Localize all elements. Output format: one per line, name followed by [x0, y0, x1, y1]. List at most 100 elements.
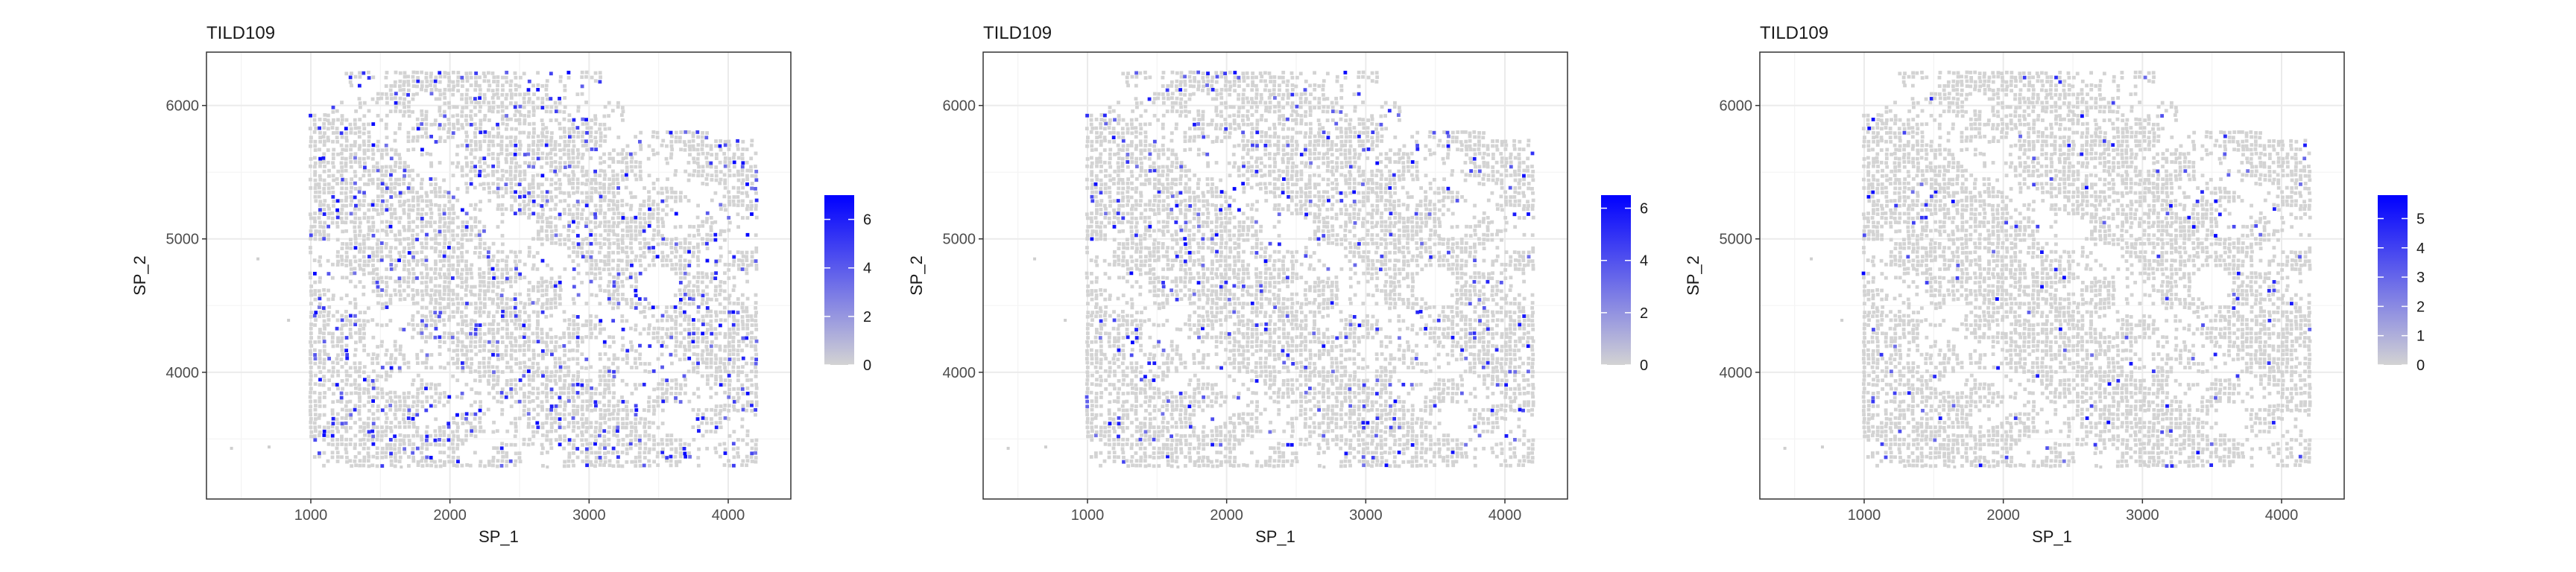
data-point — [550, 276, 554, 280]
data-point — [514, 170, 518, 174]
data-point — [443, 217, 446, 220]
data-point — [376, 97, 380, 101]
data-point — [496, 203, 500, 207]
data-point — [754, 370, 758, 374]
data-point — [625, 174, 628, 177]
data-point — [616, 451, 619, 454]
data-point — [648, 195, 651, 199]
data-point — [639, 247, 643, 250]
data-point — [479, 105, 482, 109]
data-point — [621, 250, 625, 253]
data-point — [309, 340, 312, 344]
data-point — [402, 105, 406, 109]
data-point — [745, 310, 748, 314]
data-point — [470, 322, 473, 326]
data-point — [500, 187, 504, 191]
data-point — [719, 285, 722, 288]
data-point — [344, 220, 347, 224]
data-point — [603, 409, 607, 413]
data-point — [612, 417, 616, 421]
data-point — [465, 285, 469, 288]
data-point — [479, 306, 482, 310]
data-point — [438, 109, 441, 113]
data-point — [684, 392, 687, 395]
data-point — [669, 455, 673, 459]
data-point — [505, 160, 508, 164]
data-point — [514, 337, 517, 340]
data-point — [590, 147, 594, 151]
data-point — [604, 127, 607, 131]
data-point — [674, 267, 678, 271]
data-point — [675, 242, 678, 246]
data-point — [354, 238, 358, 241]
data-point — [443, 366, 446, 370]
data-point — [398, 204, 402, 208]
data-point — [701, 131, 704, 135]
data-point — [611, 170, 615, 174]
data-point — [710, 361, 713, 365]
data-point — [576, 322, 580, 326]
data-point — [318, 425, 321, 429]
data-point — [353, 255, 356, 258]
data-point — [621, 358, 625, 361]
data-point — [429, 404, 433, 408]
data-point — [394, 233, 397, 237]
data-point — [754, 323, 758, 327]
data-point — [751, 255, 754, 258]
data-point — [688, 280, 692, 284]
data-point — [416, 323, 420, 327]
data-point — [607, 233, 610, 237]
data-point — [638, 357, 642, 360]
data-point — [469, 169, 473, 173]
data-point — [611, 208, 615, 212]
data-point — [634, 220, 637, 224]
data-point — [593, 212, 597, 216]
data-point — [313, 220, 317, 223]
data-point — [625, 354, 629, 358]
data-point — [727, 464, 731, 468]
data-point — [509, 285, 513, 288]
data-point — [394, 258, 398, 262]
data-point — [376, 247, 379, 250]
data-point — [745, 362, 748, 366]
data-point — [323, 179, 326, 182]
data-point — [608, 182, 612, 186]
data-point — [501, 212, 505, 216]
data-point — [313, 293, 317, 296]
data-point — [611, 267, 615, 271]
data-point — [336, 118, 340, 121]
data-point — [558, 399, 562, 403]
data-point — [389, 220, 393, 224]
data-point — [745, 374, 748, 378]
data-point — [461, 110, 464, 114]
data-point — [572, 144, 576, 148]
data-point — [715, 156, 719, 160]
data-point — [599, 413, 603, 416]
data-point — [344, 131, 348, 135]
data-point — [705, 422, 709, 425]
data-point — [585, 421, 589, 425]
data-point — [366, 422, 370, 425]
data-point — [452, 123, 455, 127]
data-point — [487, 322, 491, 326]
data-point — [500, 401, 504, 404]
data-point — [598, 302, 602, 305]
data-point — [563, 153, 566, 156]
data-point — [541, 123, 545, 127]
data-point — [380, 174, 384, 177]
data-point — [514, 127, 518, 131]
data-point — [379, 97, 383, 101]
data-point — [491, 332, 495, 336]
data-point — [430, 318, 434, 322]
data-point — [456, 144, 460, 148]
data-point — [566, 203, 570, 207]
data-point — [372, 387, 376, 390]
data-point — [514, 118, 518, 122]
data-point — [669, 246, 673, 250]
data-point — [340, 455, 344, 459]
data-point — [737, 156, 741, 160]
data-point — [389, 195, 393, 199]
data-point — [424, 114, 428, 118]
data-point — [527, 165, 531, 168]
data-point — [487, 271, 491, 275]
